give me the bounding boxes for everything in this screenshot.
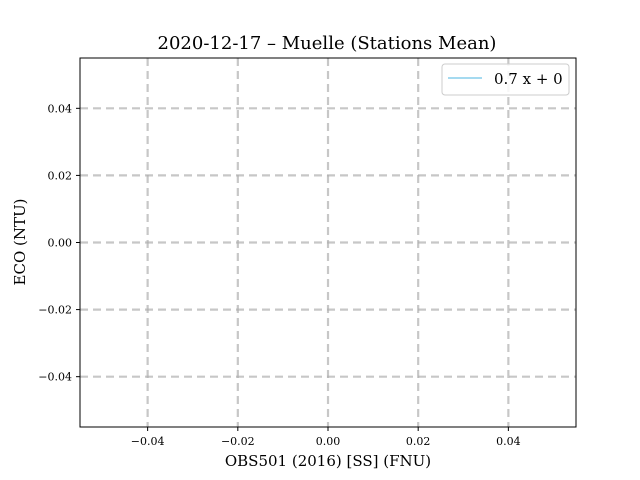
x-tick-label: −0.02 bbox=[221, 435, 255, 448]
chart-title: 2020-12-17 – Muelle (Stations Mean) bbox=[158, 33, 497, 54]
y-tick-label: 0.00 bbox=[48, 237, 73, 250]
legend-box bbox=[441, 63, 570, 96]
x-tick-label: 0.00 bbox=[316, 435, 341, 448]
legend: 0.7 x + 0 bbox=[441, 63, 570, 96]
x-axis-label: OBS501 (2016) [SS] (FNU) bbox=[225, 452, 431, 470]
x-tick-label: 0.04 bbox=[496, 435, 521, 448]
x-tick-label: 0.02 bbox=[406, 435, 431, 448]
x-tick-label: −0.04 bbox=[131, 435, 165, 448]
legend-label-series-1: 0.7 x + 0 bbox=[494, 70, 563, 88]
grid bbox=[80, 58, 576, 427]
y-tick-label: 0.04 bbox=[48, 102, 73, 115]
y-tick-label: −0.02 bbox=[38, 304, 72, 317]
y-tick-label: 0.02 bbox=[48, 169, 73, 182]
y-axis-label: ECO (NTU) bbox=[11, 199, 29, 286]
axis-ticks: −0.04 −0.02 0.00 0.02 0.04 −0.04 −0.02 0.00 0.02… bbox=[38, 102, 520, 448]
y-tick-label: −0.04 bbox=[38, 371, 72, 384]
